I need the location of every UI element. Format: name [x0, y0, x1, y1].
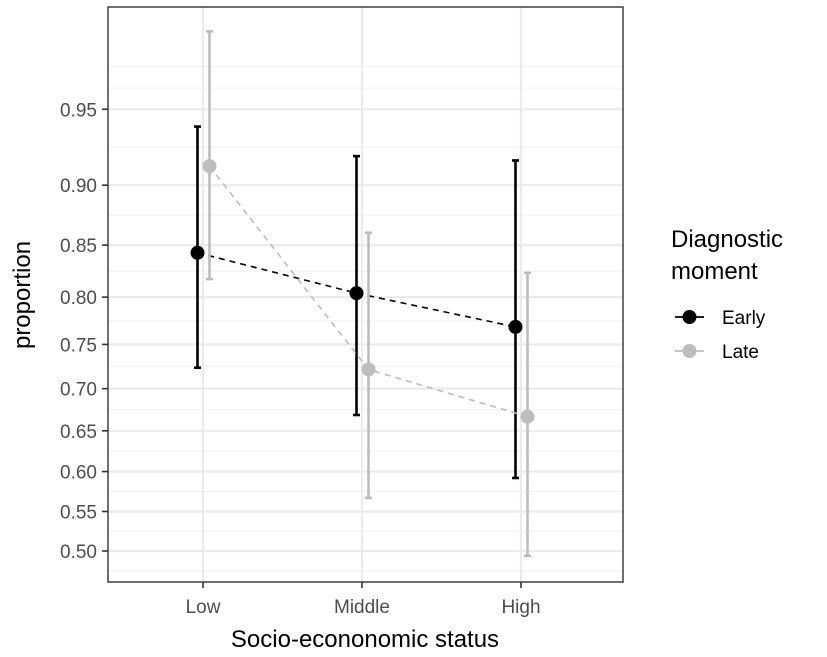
- data-point: [508, 319, 523, 334]
- y-tick-label: 0.80: [60, 288, 97, 309]
- data-point: [361, 362, 376, 377]
- series-late: [202, 30, 535, 558]
- y-tick-label: 0.90: [60, 176, 97, 197]
- panel-border: [107, 6, 624, 583]
- legend-title-line1: Diagnostic: [671, 226, 783, 253]
- data-point: [202, 159, 217, 174]
- data-series: [190, 30, 535, 558]
- x-tick-label: Middle: [334, 597, 390, 618]
- legend-label: Late: [722, 342, 759, 363]
- legend-title-line2: moment: [671, 258, 758, 285]
- legend-key-point: [682, 344, 697, 358]
- legend-items: Early Late: [675, 308, 766, 363]
- minor-gridlines: [108, 65, 623, 572]
- data-point: [349, 286, 364, 301]
- y-tick-label: 0.60: [60, 463, 97, 484]
- y-axis-title: proportion: [9, 241, 36, 349]
- y-tick-label: 0.75: [60, 335, 97, 356]
- x-tick-label: High: [501, 597, 540, 618]
- y-tick-label: 0.65: [60, 422, 97, 443]
- y-tick-label: 0.85: [60, 236, 97, 257]
- x-axis: Low Middle High: [186, 582, 541, 618]
- legend-label: Early: [722, 308, 766, 329]
- y-tick-label: 0.70: [60, 380, 97, 401]
- x-tick-label: Low: [186, 597, 221, 618]
- y-tick-label: 0.50: [60, 542, 97, 563]
- x-axis-title: Socio-econonomic status: [231, 626, 499, 653]
- legend-key-point: [682, 310, 697, 324]
- y-axis: 0.50 0.55 0.60 0.65 0.70 0.75 0.80 0.85 0.90 0.95: [60, 100, 108, 563]
- legend-item-late: Late: [675, 342, 759, 363]
- y-tick-label: 0.95: [60, 100, 97, 121]
- major-gridlines: [108, 7, 623, 582]
- series-early: [190, 125, 523, 480]
- data-point: [190, 245, 205, 260]
- legend-item-early: Early: [675, 308, 766, 329]
- legend: Diagnostic moment Early Late: [671, 226, 783, 363]
- data-point: [520, 409, 535, 424]
- y-tick-label: 0.55: [60, 502, 97, 523]
